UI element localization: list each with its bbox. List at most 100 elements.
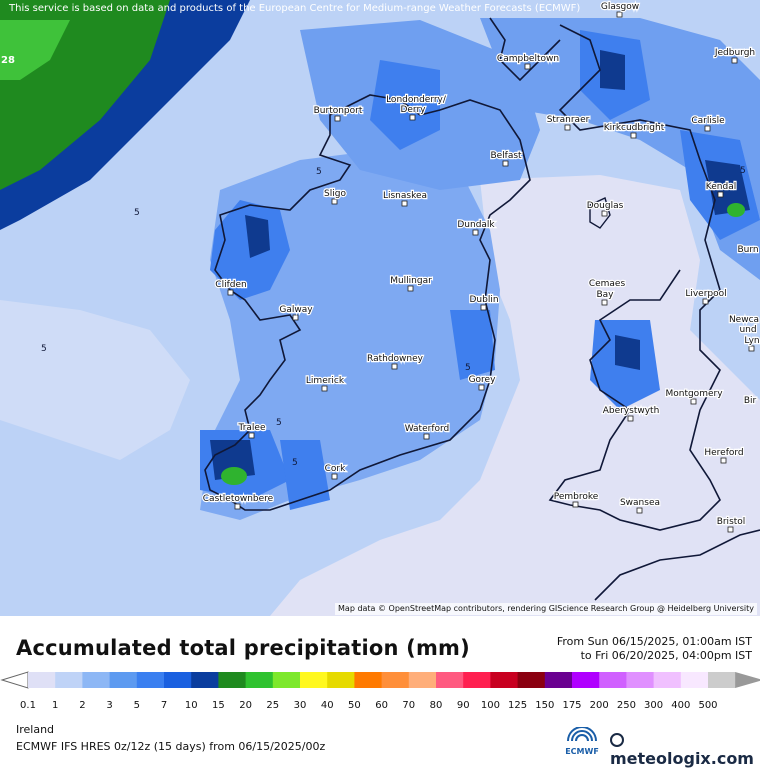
city-marker [601, 210, 608, 217]
city-label[interactable]: Kirkcudbright [603, 122, 666, 134]
city-label[interactable]: Lisnaskea [382, 190, 428, 202]
city-label[interactable]: Clifden [214, 279, 248, 291]
city-label[interactable]: Douglas [586, 200, 625, 212]
legend-swatch [218, 672, 247, 688]
city-label[interactable]: Cemaes [588, 278, 627, 290]
city-label[interactable]: Jedburgh [713, 47, 757, 59]
legend-tick-label: 250 [617, 700, 636, 711]
legend-swatch [490, 672, 519, 688]
city-label[interactable]: Aberystwyth [602, 405, 661, 417]
city-label[interactable]: und [738, 324, 758, 336]
city-label[interactable]: Castletownbere [202, 493, 275, 505]
ecmwf-logo[interactable]: ECMWF [560, 726, 604, 757]
city-label[interactable]: Newca [728, 314, 760, 326]
legend-swatch [245, 672, 274, 688]
precipitation-map[interactable]: 5 5 5 5 5 5 5 28 Glasgow Jedburgh Campbelt… [0, 0, 760, 616]
city-label[interactable]: Bay [595, 289, 615, 301]
city-marker [524, 63, 531, 70]
city-marker [702, 298, 709, 305]
model-info: ECMWF IFS HRES 0z/12z (15 days) from 06/… [16, 740, 326, 753]
legend-tick-label: 300 [644, 700, 663, 711]
legend-swatch [680, 672, 709, 688]
city-label[interactable]: Carlisle [690, 115, 726, 127]
city-marker [572, 501, 579, 508]
legend-tick-label: 20 [239, 700, 252, 711]
city-label[interactable]: Sligo [323, 188, 348, 200]
city-label[interactable]: Dundalk [456, 219, 496, 231]
city-marker [627, 415, 634, 422]
city-marker [748, 345, 755, 352]
legend-swatch [55, 672, 83, 688]
city-label[interactable]: Dublin [468, 294, 499, 306]
city-label[interactable]: Pembroke [553, 491, 600, 503]
city-label[interactable]: Swansea [619, 497, 661, 509]
legend-tick-label: 10 [185, 700, 198, 711]
legend-tick-label: 125 [508, 700, 527, 711]
city-label[interactable]: Derry [399, 104, 427, 116]
city-label[interactable]: Burn [736, 244, 760, 256]
legend-swatch [572, 672, 600, 688]
legend-tick-label: 175 [562, 700, 581, 711]
city-label[interactable]: Bir [743, 395, 758, 407]
edge-value-label: 28 [1, 55, 15, 66]
city-marker [727, 526, 734, 533]
city-marker [401, 200, 408, 207]
legend-swatch [82, 672, 111, 688]
city-label[interactable]: Rathdowney [366, 353, 425, 365]
legend-tick-label: 80 [430, 700, 443, 711]
legend-swatch [136, 672, 165, 688]
map-attribution[interactable]: Map data © OpenStreetMap contributors, r… [335, 603, 757, 615]
city-marker [478, 384, 485, 391]
legend-swatch [599, 672, 627, 688]
contour-label: 5 [292, 458, 298, 468]
contour-label: 5 [134, 208, 140, 218]
contour-label: 5 [465, 363, 471, 373]
city-label[interactable]: Glasgow [600, 1, 641, 13]
ecmwf-banner: This service is based on data and produc… [9, 3, 581, 14]
city-label[interactable]: Stranraer [545, 114, 590, 126]
legend-swatch [463, 672, 491, 688]
city-label[interactable]: Tralee [236, 422, 267, 434]
legend-tick-label: 50 [348, 700, 361, 711]
legend-tick-label: 7 [161, 700, 167, 711]
city-label[interactable]: Kendal [705, 181, 738, 193]
city-label[interactable]: Waterford [404, 423, 451, 435]
city-label[interactable]: Liverpool [684, 288, 728, 300]
legend-arrow-right [735, 672, 760, 688]
meteologix-logo[interactable]: meteologix.com [610, 730, 760, 768]
city-label[interactable]: Montgomery [664, 388, 724, 400]
city-marker [690, 398, 697, 405]
chart-title: Accumulated total precipitation (mm) [16, 636, 470, 660]
legend-tick-label: 70 [402, 700, 415, 711]
city-markers: Glasgow Jedburgh Campbeltown Burtonport Lond… [202, 1, 760, 533]
city-marker [407, 285, 414, 292]
city-label[interactable]: Burtonport [312, 105, 364, 117]
city-label[interactable]: Hereford [703, 447, 745, 459]
city-marker [321, 385, 328, 392]
legend-swatch [626, 672, 655, 688]
contour-label: 5 [740, 166, 746, 176]
city-label[interactable]: Galway [278, 304, 314, 316]
city-marker [731, 57, 738, 64]
legend-swatch [164, 672, 192, 688]
city-label[interactable]: Bristol [715, 516, 746, 528]
legend-swatch [300, 672, 328, 688]
city-label[interactable]: Mullingar [389, 275, 433, 287]
city-marker [227, 289, 234, 296]
legend-swatch [708, 672, 736, 688]
city-label[interactable]: Belfast [489, 150, 523, 162]
legend-swatch [381, 672, 410, 688]
legend-tick-label: 90 [457, 700, 470, 711]
legend-tick-label: 500 [698, 700, 717, 711]
city-label[interactable]: Cork [323, 463, 347, 475]
legend-tick-label: 150 [535, 700, 554, 711]
city-label[interactable]: Londonderry/ [385, 94, 448, 106]
city-label[interactable]: Lyn [743, 335, 760, 347]
legend-tick-label: 2 [79, 700, 85, 711]
city-label[interactable]: Campbeltown [496, 53, 561, 65]
legend-tick-label: 400 [671, 700, 690, 711]
date-from: From Sun 06/15/2025, 01:00am IST [556, 635, 752, 648]
contour-label: 5 [276, 418, 282, 428]
city-label[interactable]: Limerick [305, 375, 346, 387]
city-label[interactable]: Gorey [467, 374, 497, 386]
